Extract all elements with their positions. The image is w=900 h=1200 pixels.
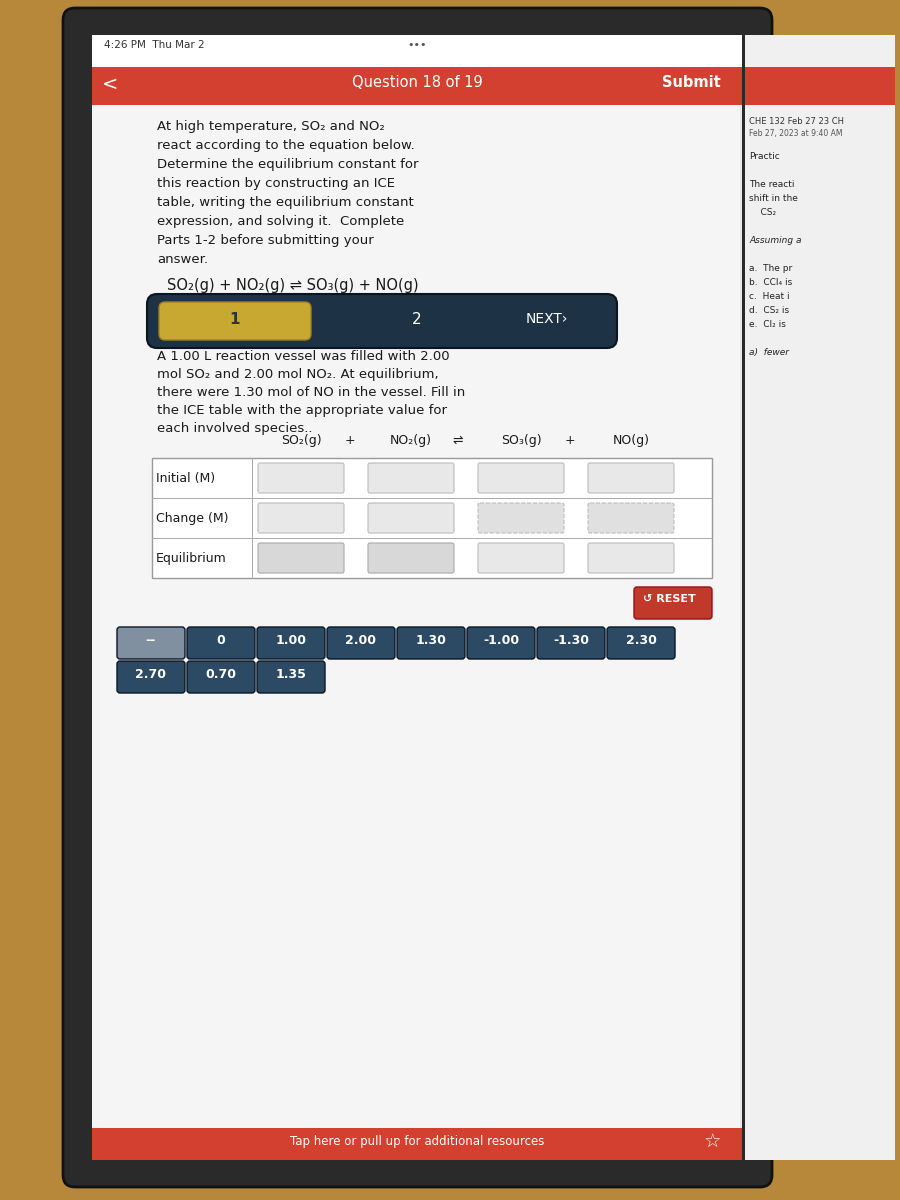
Text: +: + <box>564 434 575 446</box>
Text: ↺ RESET: ↺ RESET <box>643 594 696 604</box>
Text: SO₃(g): SO₃(g) <box>500 434 541 446</box>
Text: -1.30: -1.30 <box>553 634 589 647</box>
Bar <box>745 67 895 104</box>
Text: a.  The pr: a. The pr <box>749 264 792 272</box>
Text: table, writing the equilibrium constant: table, writing the equilibrium constant <box>157 196 414 209</box>
Text: 1.30: 1.30 <box>416 634 446 647</box>
Text: -1.00: -1.00 <box>483 634 519 647</box>
Text: Submit: Submit <box>662 74 721 90</box>
Text: shift in the: shift in the <box>749 194 798 203</box>
Text: <: < <box>102 74 119 94</box>
FancyBboxPatch shape <box>478 503 564 533</box>
FancyBboxPatch shape <box>147 294 617 348</box>
FancyBboxPatch shape <box>257 626 325 659</box>
Text: At high temperature, SO₂ and NO₂: At high temperature, SO₂ and NO₂ <box>157 120 385 133</box>
Text: 2.70: 2.70 <box>136 668 166 680</box>
FancyBboxPatch shape <box>258 503 344 533</box>
Text: mol SO₂ and 2.00 mol NO₂. At equilibrium,: mol SO₂ and 2.00 mol NO₂. At equilibrium… <box>157 368 438 382</box>
Text: NEXT›: NEXT› <box>526 312 568 326</box>
FancyBboxPatch shape <box>257 661 325 692</box>
Text: react according to the equation below.: react according to the equation below. <box>157 139 415 152</box>
Text: there were 1.30 mol of NO in the vessel. Fill in: there were 1.30 mol of NO in the vessel.… <box>157 386 465 398</box>
Text: d.  CS₂ is: d. CS₂ is <box>749 306 789 314</box>
Text: 2.00: 2.00 <box>346 634 376 647</box>
FancyBboxPatch shape <box>327 626 395 659</box>
Text: b.  CCl₄ is: b. CCl₄ is <box>749 278 792 287</box>
Text: e.  Cl₂ is: e. Cl₂ is <box>749 320 786 329</box>
Text: CHE 132 Feb 27 23 CH: CHE 132 Feb 27 23 CH <box>749 116 844 126</box>
Text: The reacti: The reacti <box>749 180 795 188</box>
Text: 1: 1 <box>230 312 240 326</box>
FancyBboxPatch shape <box>478 463 564 493</box>
Text: NO₂(g): NO₂(g) <box>390 434 432 446</box>
Bar <box>745 35 895 1160</box>
Text: ⇌: ⇌ <box>453 434 464 446</box>
Text: expression, and solving it.  Complete: expression, and solving it. Complete <box>157 215 404 228</box>
Text: NO(g): NO(g) <box>613 434 650 446</box>
Text: Tap here or pull up for additional resources: Tap here or pull up for additional resou… <box>290 1135 544 1148</box>
Text: 0.70: 0.70 <box>205 668 237 680</box>
Text: Change (M): Change (M) <box>156 512 229 526</box>
Text: each involved species..: each involved species.. <box>157 422 312 434</box>
Text: SO₂(g): SO₂(g) <box>281 434 321 446</box>
FancyBboxPatch shape <box>368 463 454 493</box>
FancyBboxPatch shape <box>368 542 454 572</box>
Text: Question 18 of 19: Question 18 of 19 <box>352 74 482 90</box>
Text: CS₂: CS₂ <box>749 208 776 217</box>
Text: +: + <box>345 434 356 446</box>
Text: 0: 0 <box>217 634 225 647</box>
Bar <box>92 35 742 1160</box>
Bar <box>92 1128 742 1160</box>
Text: Practic: Practic <box>749 152 779 161</box>
Text: Parts 1-2 before submitting your: Parts 1-2 before submitting your <box>157 234 374 247</box>
FancyBboxPatch shape <box>258 542 344 572</box>
FancyBboxPatch shape <box>607 626 675 659</box>
Text: the ICE table with the appropriate value for: the ICE table with the appropriate value… <box>157 404 447 416</box>
Text: Assuming a: Assuming a <box>749 236 802 245</box>
Text: 4:26 PM  Thu Mar 2: 4:26 PM Thu Mar 2 <box>104 40 204 50</box>
Text: --: -- <box>146 634 156 647</box>
FancyBboxPatch shape <box>588 503 674 533</box>
Bar <box>92 104 740 1128</box>
Text: Determine the equilibrium constant for: Determine the equilibrium constant for <box>157 158 418 170</box>
Text: 1.35: 1.35 <box>275 668 306 680</box>
Text: this reaction by constructing an ICE: this reaction by constructing an ICE <box>157 176 395 190</box>
Text: a)  fewer: a) fewer <box>749 348 789 358</box>
Bar <box>92 67 742 104</box>
Text: Feb 27, 2023 at 9:40 AM: Feb 27, 2023 at 9:40 AM <box>749 128 842 138</box>
Text: 2: 2 <box>412 312 422 326</box>
FancyBboxPatch shape <box>117 626 185 659</box>
FancyBboxPatch shape <box>634 587 712 619</box>
FancyBboxPatch shape <box>588 463 674 493</box>
Text: ☆: ☆ <box>704 1133 722 1152</box>
FancyBboxPatch shape <box>478 542 564 572</box>
FancyBboxPatch shape <box>397 626 465 659</box>
FancyBboxPatch shape <box>63 8 772 1187</box>
Bar <box>152 458 712 578</box>
Text: 1.00: 1.00 <box>275 634 307 647</box>
Text: Equilibrium: Equilibrium <box>156 552 227 565</box>
FancyBboxPatch shape <box>159 302 311 340</box>
Text: •••: ••• <box>407 40 427 50</box>
FancyBboxPatch shape <box>117 661 185 692</box>
FancyBboxPatch shape <box>588 542 674 572</box>
FancyBboxPatch shape <box>258 463 344 493</box>
FancyBboxPatch shape <box>368 503 454 533</box>
Text: A 1.00 L reaction vessel was filled with 2.00: A 1.00 L reaction vessel was filled with… <box>157 350 450 362</box>
Text: c.  Heat i: c. Heat i <box>749 292 789 301</box>
FancyBboxPatch shape <box>187 661 255 692</box>
Text: answer.: answer. <box>157 253 208 266</box>
Text: 2.30: 2.30 <box>626 634 656 647</box>
FancyBboxPatch shape <box>187 626 255 659</box>
FancyBboxPatch shape <box>537 626 605 659</box>
Bar <box>92 35 742 67</box>
Text: Initial (M): Initial (M) <box>156 472 215 485</box>
FancyBboxPatch shape <box>467 626 535 659</box>
Text: SO₂(g) + NO₂(g) ⇌ SO₃(g) + NO(g): SO₂(g) + NO₂(g) ⇌ SO₃(g) + NO(g) <box>167 278 418 293</box>
